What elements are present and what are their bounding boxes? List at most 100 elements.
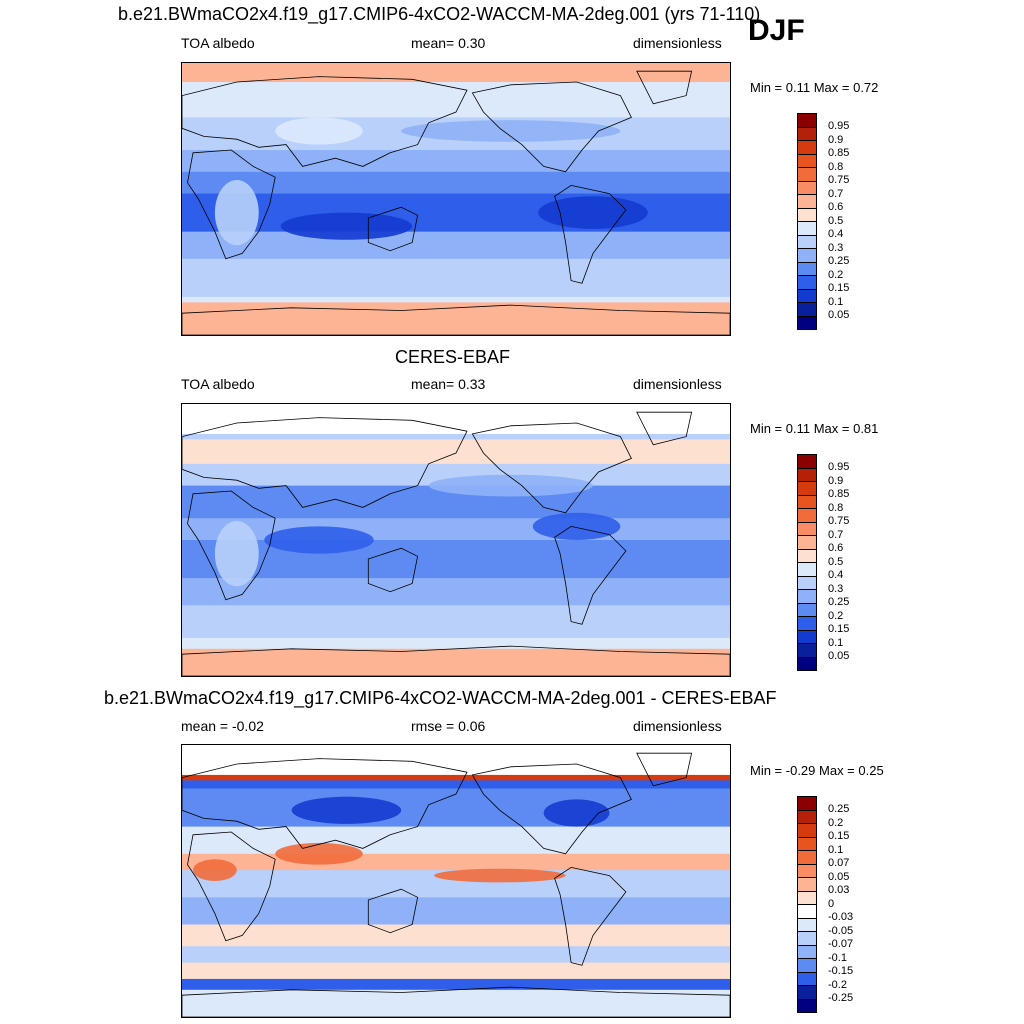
colorbar-label: 0 <box>828 897 835 910</box>
colorbar-label: 0.85 <box>828 488 850 500</box>
colorbar-label: 0.7 <box>828 528 844 541</box>
colorbar-label: -0.1 <box>828 951 847 964</box>
colorbar-swatch <box>797 535 817 550</box>
colorbar-label: 0.1 <box>828 843 844 856</box>
panel2-map <box>181 403 731 677</box>
colorbar-swatch <box>797 221 817 236</box>
colorbar-label: 0.5 <box>828 555 844 568</box>
panel1-mean: mean= 0.30 <box>411 35 486 51</box>
colorbar-swatch <box>797 944 817 959</box>
colorbar-swatch <box>797 467 817 482</box>
colorbar-label: -0.03 <box>828 911 854 923</box>
colorbar-swatch <box>797 180 817 195</box>
colorbar-label: 0.05 <box>828 309 850 321</box>
colorbar-swatch <box>797 207 817 222</box>
colorbar-swatch <box>797 877 817 892</box>
colorbar-swatch <box>797 508 817 523</box>
colorbar-swatch <box>797 575 817 590</box>
season-label: DJF <box>748 14 805 47</box>
panel3-rmse: rmse = 0.06 <box>411 718 486 734</box>
colorbar-label: 0.05 <box>828 870 850 883</box>
colorbar-swatch <box>797 167 817 182</box>
colorbar-label: 0.25 <box>828 255 850 267</box>
panel3-map <box>181 744 731 1018</box>
colorbar-label: 0.4 <box>828 228 844 240</box>
colorbar-label: 0.85 <box>828 147 850 159</box>
colorbar-label: -0.25 <box>828 992 854 1004</box>
panel3-title: b.e21.BWmaCO2x4.f19_g17.CMIP6-4xCO2-WACC… <box>104 688 777 708</box>
colorbar-swatch <box>797 823 817 838</box>
panel1-variable: TOA albedo <box>181 35 255 51</box>
colorbar-label: 0.6 <box>828 542 844 554</box>
panel2-mean: mean= 0.33 <box>411 376 486 392</box>
colorbar-label: -0.15 <box>828 965 854 977</box>
colorbar-swatch <box>797 629 817 644</box>
colorbar-label: -0.05 <box>828 924 854 937</box>
colorbar-swatch <box>797 643 817 658</box>
colorbar-swatch <box>797 140 817 155</box>
colorbar-swatch <box>797 589 817 604</box>
colorbar-label: 0.25 <box>828 596 850 608</box>
panel1-colorbar: 0.95 0.9 0.85 0.8 0.75 0.7 0.6 0.5 0.4 0.3 0.25 0.2… <box>797 113 867 330</box>
colorbar-label: 0.2 <box>828 268 844 281</box>
colorbar-swatch <box>797 261 817 276</box>
panel2-minmax: Min = 0.11 Max = 0.81 <box>750 421 879 436</box>
colorbar-label: 0.2 <box>828 816 844 829</box>
colorbar-swatch <box>797 917 817 932</box>
colorbar-swatch <box>797 850 817 865</box>
colorbar-swatch <box>797 971 817 986</box>
panel2-units: dimensionless <box>633 376 722 392</box>
colorbar-label: 0.6 <box>828 201 844 213</box>
panel3-units: dimensionless <box>633 718 722 734</box>
colorbar-swatch <box>797 904 817 919</box>
colorbar-label: 0.25 <box>828 803 850 815</box>
colorbar-swatch <box>797 248 817 263</box>
panel2-title: CERES-EBAF <box>395 347 511 367</box>
colorbar-swatch <box>797 548 817 563</box>
colorbar-label: 0.9 <box>828 474 844 487</box>
colorbar-label: -0.07 <box>828 938 854 950</box>
panel1-minmax: Min = 0.11 Max = 0.72 <box>750 80 879 95</box>
colorbar-label: 0.9 <box>828 133 844 146</box>
colorbar-label: 0.2 <box>828 609 844 622</box>
colorbar-label: 0.75 <box>828 515 850 527</box>
colorbar-swatch <box>797 809 817 824</box>
panel1-title: b.e21.BWmaCO2x4.f19_g17.CMIP6-4xCO2-WACC… <box>118 4 761 24</box>
colorbar-swatch <box>797 931 817 946</box>
panel2-colorbar: 0.95 0.9 0.85 0.8 0.75 0.7 0.6 0.5 0.4 0.3 0.25 0.2… <box>797 454 867 671</box>
colorbar-swatch <box>797 796 817 811</box>
colorbar-swatch <box>797 315 817 330</box>
colorbar-swatch <box>797 985 817 1000</box>
colorbar-swatch <box>797 275 817 290</box>
colorbar-label: 0.05 <box>828 650 850 662</box>
colorbar-label: 0.15 <box>828 282 850 294</box>
colorbar-swatch <box>797 602 817 617</box>
colorbar-swatch <box>797 153 817 168</box>
colorbar-label: 0.75 <box>828 174 850 186</box>
colorbar-swatch <box>797 616 817 631</box>
colorbar-swatch <box>797 836 817 851</box>
colorbar-swatch <box>797 288 817 303</box>
colorbar-label: 0.4 <box>828 569 844 581</box>
colorbar-swatch <box>797 656 817 671</box>
colorbar-swatch <box>797 521 817 536</box>
colorbar-label: 0.15 <box>828 830 850 842</box>
colorbar-swatch <box>797 302 817 317</box>
colorbar-label: 0.8 <box>828 160 844 173</box>
colorbar-swatch <box>797 494 817 509</box>
colorbar-swatch <box>797 113 817 128</box>
colorbar-label: 0.1 <box>828 295 844 308</box>
colorbar-label: 0.95 <box>828 120 850 132</box>
colorbar-swatch <box>797 194 817 209</box>
colorbar-swatch <box>797 562 817 577</box>
colorbar-label: 0.03 <box>828 884 850 896</box>
colorbar-label: 0.3 <box>828 582 844 595</box>
colorbar-swatch <box>797 481 817 496</box>
colorbar-swatch <box>797 234 817 249</box>
colorbar-swatch <box>797 863 817 878</box>
colorbar-swatch <box>797 998 817 1013</box>
panel3-colorbar: 0.25 0.2 0.15 0.1 0.07 0.05 0.03 0 -0.03 -0.05 -0.… <box>797 796 867 1013</box>
panel3-minmax: Min = -0.29 Max = 0.25 <box>750 763 884 778</box>
colorbar-swatch <box>797 126 817 141</box>
panel1-map <box>181 62 731 336</box>
